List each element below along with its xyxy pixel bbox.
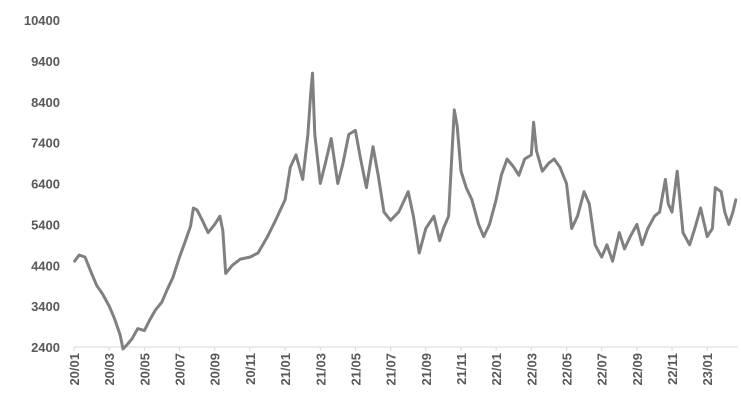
y-tick-label: 5400 [31,217,60,232]
x-tick-label: 21/09 [419,353,434,386]
x-tick-label: 20/07 [173,353,188,386]
y-tick-label: 4400 [31,258,60,273]
x-tick-label: 20/03 [102,353,117,386]
x-tick-label: 22/05 [560,353,575,386]
y-tick-label: 9400 [31,54,60,69]
y-tick-label: 8400 [31,95,60,110]
y-tick-label: 2400 [31,340,60,355]
y-tick-label: 10400 [24,13,60,28]
x-tick-label: 21/11 [454,353,469,385]
y-axis-ticks: 10400 9400 8400 7400 6400 5400 4400 3400 2400 [24,13,60,355]
x-tick-label: 20/01 [67,353,82,386]
x-tick-label: 23/01 [700,353,715,386]
x-tick-label: 20/05 [137,353,152,386]
x-tick-label: 22/03 [524,353,539,386]
x-tick-label: 21/07 [384,353,399,386]
x-tick-label: 22/11 [665,353,680,385]
y-tick-label: 6400 [31,177,60,192]
series-group [73,71,738,351]
x-tick-label: 22/09 [630,353,645,386]
x-tick-label: 22/07 [595,353,610,386]
x-tick-label: 21/05 [348,353,363,386]
series-line-0 [73,71,738,351]
x-tick-label: 21/03 [313,353,328,386]
y-tick-label: 3400 [31,299,60,314]
x-axis-ticks: 20/01 20/03 20/05 20/07 20/09 20/11 21/01 21/03… [67,347,715,386]
x-tick-label: 21/01 [278,353,293,386]
x-tick-label: 20/11 [243,353,258,385]
x-tick-label: 22/01 [489,353,504,386]
y-tick-label: 7400 [31,136,60,151]
x-tick-label: 20/09 [208,353,223,386]
